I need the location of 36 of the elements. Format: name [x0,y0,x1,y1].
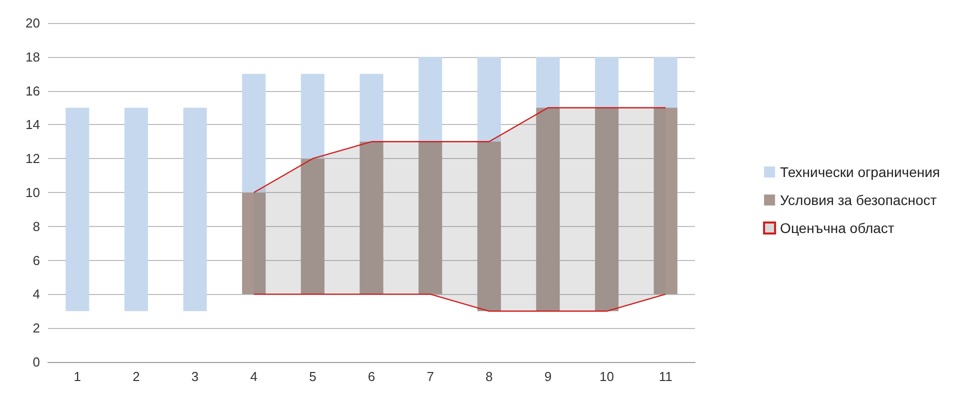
y-tick-label: 20 [26,16,40,30]
y-tick-label: 12 [26,151,40,166]
legend-label: Условия за безопасност [780,192,938,208]
bar [242,192,266,294]
x-tick-label: 2 [132,369,140,384]
x-tick-label: 11 [658,369,672,384]
y-tick-label: 6 [32,252,40,268]
x-tick-label: 10 [600,369,614,384]
x-tick-label: 1 [74,369,82,384]
y-tick-label: 10 [26,185,40,200]
y-tick-label: 18 [26,49,40,64]
bar [477,142,501,312]
bar [360,142,384,294]
bar [124,108,148,312]
x-tick-label: 7 [426,369,434,384]
bar [654,108,678,294]
x-tick-label: 8 [486,369,493,384]
y-tick-label: 14 [26,117,40,132]
legend-label: Технически ограничения [780,164,940,180]
bar [418,142,442,294]
legend-label: Оценъчна област [780,220,895,236]
bar [66,108,90,312]
y-tick-label: 2 [32,320,40,336]
bar [183,108,207,312]
y-tick-label: 8 [32,218,40,234]
x-tick-label: 6 [368,369,376,384]
bar [300,158,324,294]
y-tick-label: 4 [32,286,40,302]
bar [595,108,619,312]
bar [536,108,560,312]
x-tick-label: 4 [250,369,258,384]
x-tick-label: 9 [544,369,552,384]
y-tick-label: 0 [32,354,40,370]
y-tick-label: 16 [26,83,40,98]
x-tick-label: 5 [309,369,316,384]
x-tick-label: 3 [191,369,199,384]
